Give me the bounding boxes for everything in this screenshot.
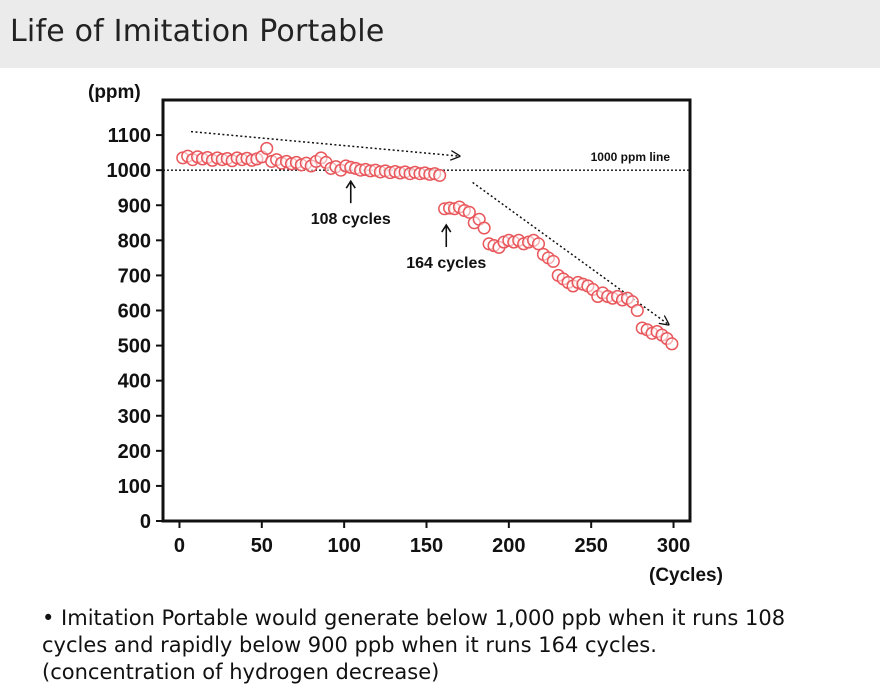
trend-arrow (190, 130, 459, 157)
y-tick-label: 500 (118, 336, 151, 358)
y-tick-label: 600 (118, 301, 151, 323)
data-point (477, 221, 491, 235)
y-tick-label: 100 (118, 476, 151, 498)
page-title: Life of Imitation Portable (10, 14, 385, 49)
x-tick-label: 250 (575, 535, 608, 557)
y-tick-label: 700 (118, 265, 151, 287)
data-point (630, 303, 644, 318)
x-tick-label: 100 (327, 535, 360, 557)
x-axis-unit: (Cycles) (649, 565, 723, 586)
y-tick-label: 400 (118, 371, 151, 393)
data-point (260, 141, 274, 155)
y-tick-label: 1100 (108, 125, 151, 147)
y-tick-label: 300 (118, 406, 151, 428)
x-tick-label: 0 (174, 535, 185, 557)
data-point (531, 237, 546, 251)
x-tick-label: 300 (657, 535, 690, 557)
annotation-label: 108 cycles (311, 211, 391, 228)
annotation-arrowhead (345, 179, 356, 189)
y-axis-unit: (ppm) (88, 82, 141, 103)
title-bar: Life of Imitation Portable (0, 0, 880, 68)
x-tick-label: 200 (492, 535, 525, 557)
caption-line-3: (concentration of hydrogen decrease) (42, 660, 440, 684)
caption-line-1: • Imitation Portable would generate belo… (42, 606, 786, 630)
data-point (433, 168, 447, 182)
annotation-arrowhead (441, 223, 452, 233)
data-point (665, 337, 679, 351)
y-tick-label: 1000 (107, 160, 152, 182)
data-point (462, 205, 476, 219)
caption-line-2: cycles and rapidly below 900 ppb when it… (42, 633, 657, 657)
x-tick-label: 150 (410, 535, 443, 557)
y-tick-label: 0 (140, 511, 151, 533)
trend-arrow (472, 181, 669, 324)
y-tick-label: 900 (118, 195, 151, 217)
y-tick-label: 200 (118, 441, 151, 463)
annotation-label: 164 cycles (406, 255, 486, 272)
scatter-chart: 1000 ppm line 01002003004005006007008009… (88, 82, 723, 586)
reference-line-label: 1000 ppm line (591, 150, 671, 164)
data-point (546, 254, 560, 268)
caption: • Imitation Portable would generate belo… (42, 605, 872, 686)
x-tick-label: 50 (251, 535, 273, 557)
y-tick-label: 800 (118, 230, 151, 252)
